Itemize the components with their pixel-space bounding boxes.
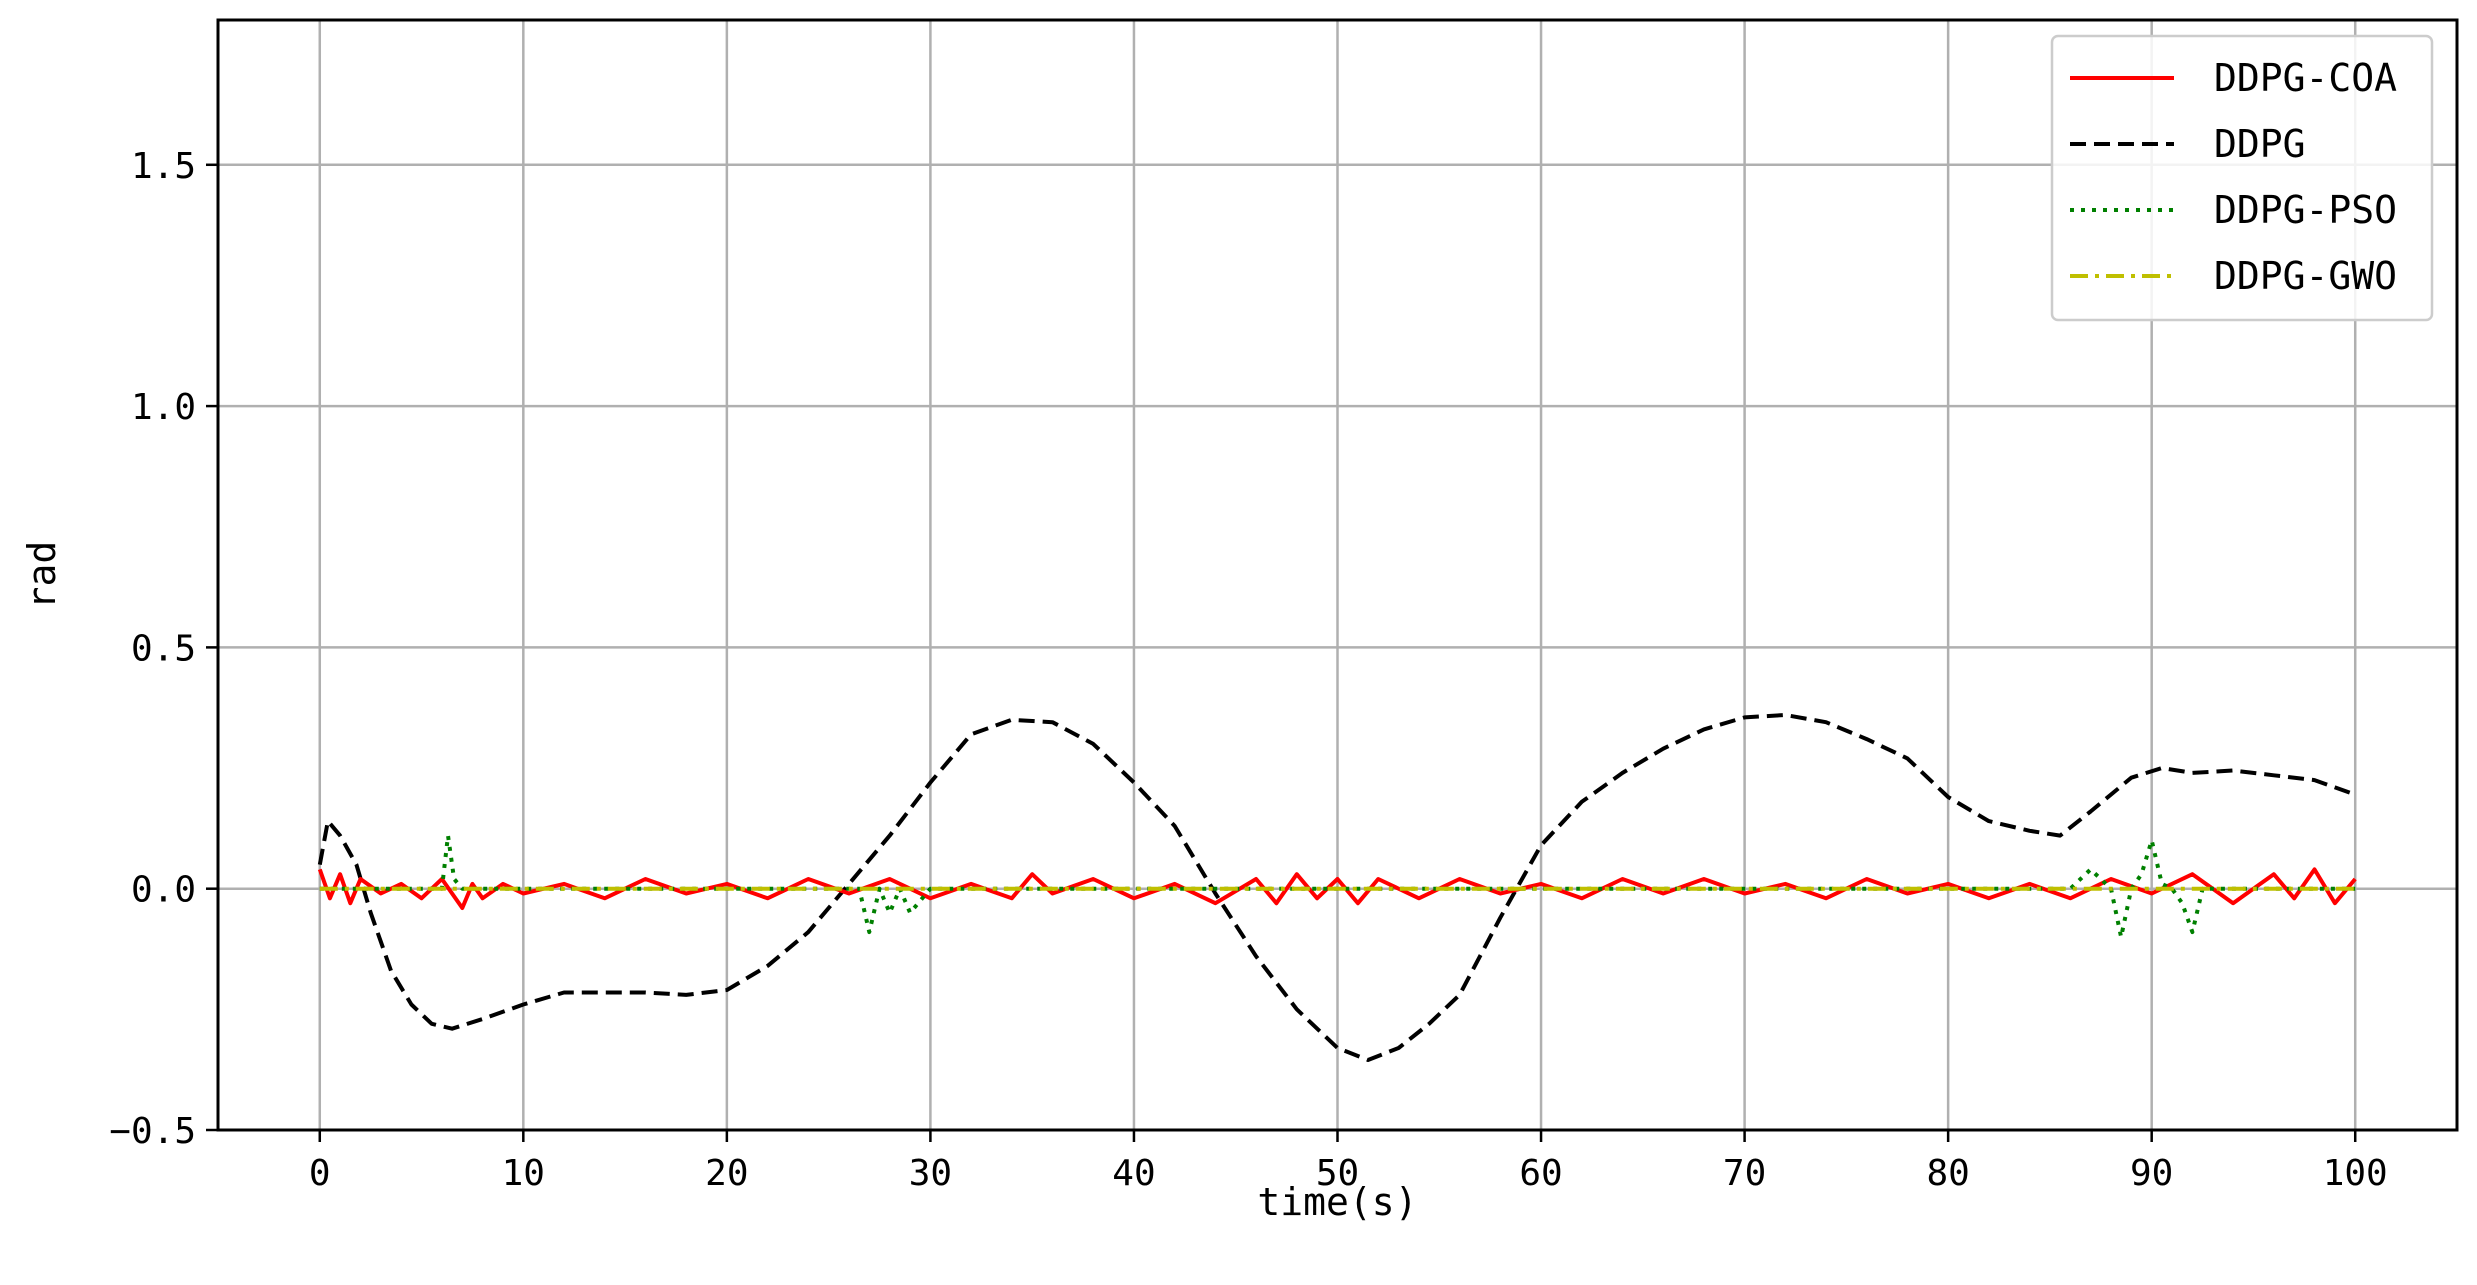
- x-tick-label: 20: [705, 1153, 748, 1194]
- grid-lines: [218, 20, 2457, 1132]
- x-tick-label: 100: [2323, 1153, 2388, 1194]
- x-tick-label: 40: [1112, 1153, 1155, 1194]
- x-tick-label: 0: [309, 1153, 331, 1194]
- legend-box: [2050, 34, 2434, 322]
- y-tick-label: 0.5: [131, 628, 196, 669]
- legend-label: DDPG: [2214, 122, 2306, 166]
- y-tick-label: −0.5: [109, 1111, 196, 1152]
- y-tick-label: 0.0: [131, 870, 196, 911]
- x-tick-label: 90: [2130, 1153, 2173, 1194]
- x-tick-label: 80: [1926, 1153, 1969, 1194]
- x-tick-label: 30: [909, 1153, 952, 1194]
- x-tick-label: 10: [502, 1153, 545, 1194]
- x-tick-label: 50: [1316, 1153, 1359, 1194]
- legend-label: DDPG-COA: [2214, 56, 2397, 100]
- legend: DDPG-COA DDPG DDPG-PSO DDPG-GWO: [2050, 34, 2434, 322]
- axis-ticks: 0 10 20 30 40 50 60 70 80 90 100 −0.5 0.0 0.5 1.0 1.5: [109, 146, 2387, 1194]
- y-axis-label: rad: [20, 541, 64, 610]
- series-line-ddpg: [317, 713, 2356, 1062]
- legend-label: DDPG-GWO: [2214, 254, 2397, 298]
- x-tick-label: 70: [1723, 1153, 1766, 1194]
- y-tick-label: 1.5: [131, 146, 196, 187]
- x-axis-label: time(s): [1257, 1180, 1417, 1224]
- y-tick-label: 1.0: [131, 387, 196, 428]
- series-line-ddpg-coa: [317, 867, 2357, 910]
- legend-label: DDPG-PSO: [2214, 188, 2397, 232]
- x-tick-label: 60: [1519, 1153, 1562, 1194]
- plot-series: [317, 713, 2357, 1062]
